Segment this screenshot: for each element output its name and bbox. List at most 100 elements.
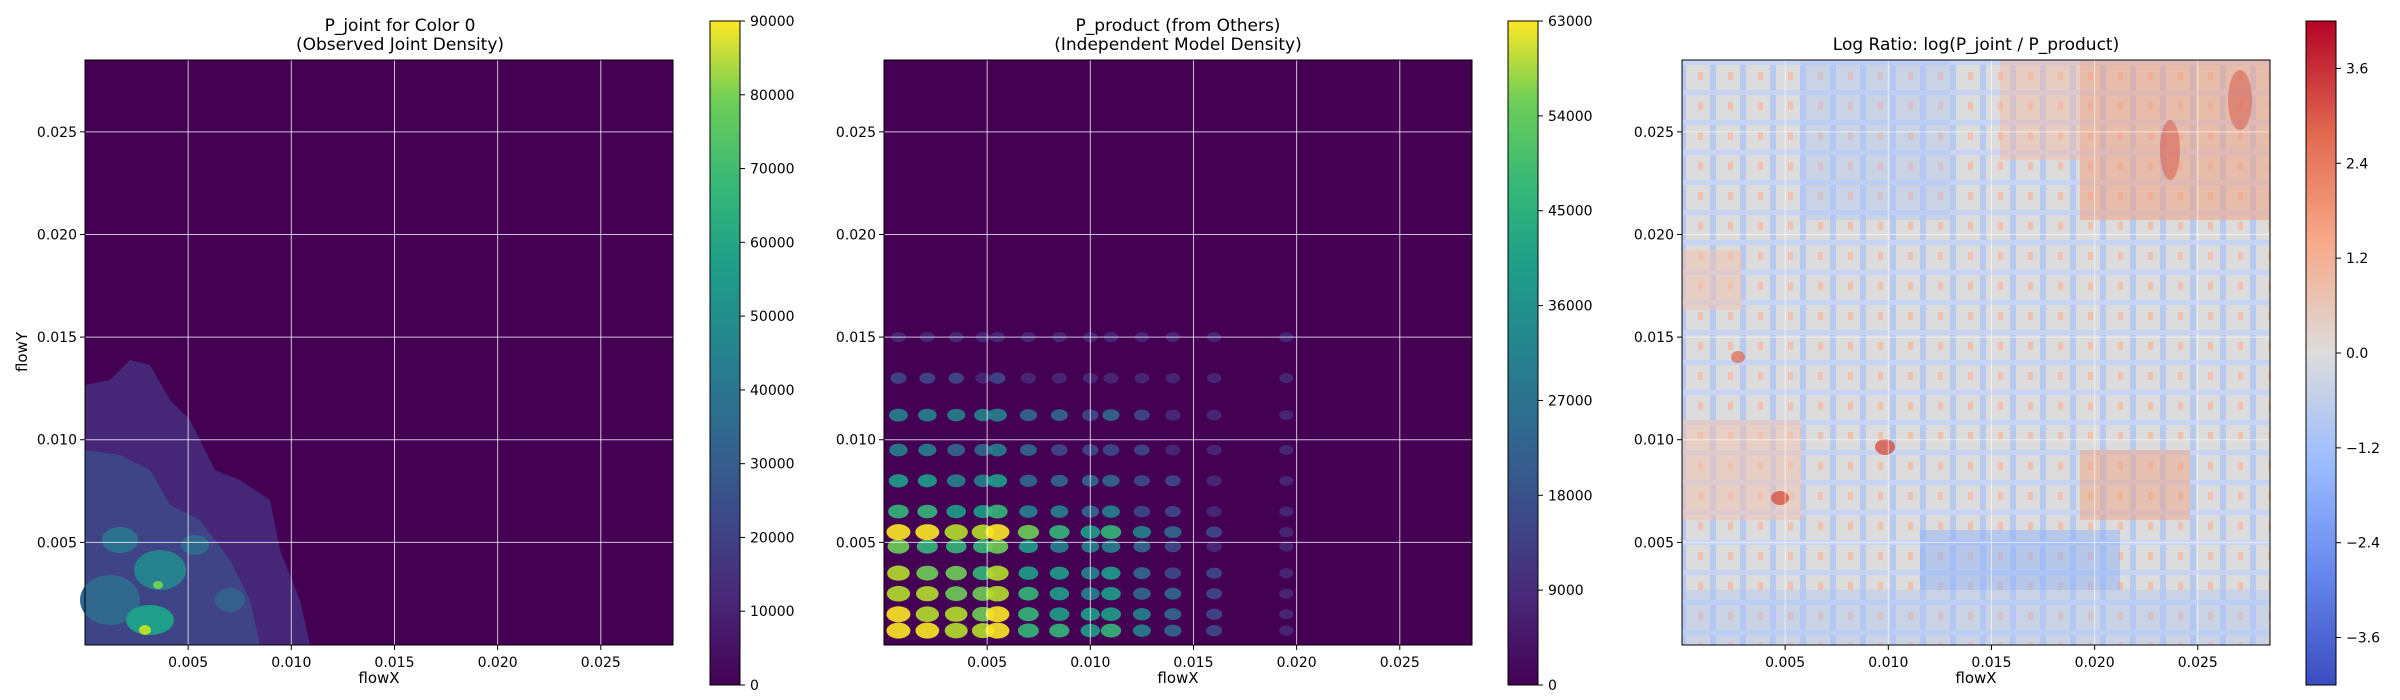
density-cell [985, 524, 1010, 541]
density-cell [1206, 373, 1222, 384]
density-cell [919, 372, 936, 384]
density-cell [917, 504, 938, 519]
density-cell [947, 443, 966, 457]
colorbar-tick-label: 0 [1548, 678, 1557, 694]
colorbar-tick-label: 90000 [750, 14, 795, 30]
panel-title-line1: P_product (from Others) [1076, 16, 1281, 36]
density-cell [1206, 475, 1222, 487]
positive-peak [1731, 351, 1745, 363]
density-cell [1132, 608, 1151, 621]
panel-product-density: P_product (from Others) (Independent Mod… [836, 14, 1593, 694]
density-cell [1019, 505, 1038, 518]
density-cell [889, 443, 908, 457]
density-cell [1018, 539, 1039, 554]
plot-frame [883, 59, 1473, 646]
density-cell [1017, 623, 1039, 638]
density-cell [1049, 607, 1070, 622]
density-cell [1279, 609, 1294, 620]
y-tick-label: 0.015 [836, 330, 876, 346]
density-cell [1164, 475, 1181, 487]
y-tick-label: 0.005 [836, 535, 876, 551]
y-axis-ticks: 0.005 0.010 0.015 0.020 0.025 [1634, 125, 1682, 551]
negative-region [1920, 530, 2120, 590]
x-tick-label: 0.015 [1971, 655, 2011, 671]
y-tick-label: 0.025 [1634, 125, 1674, 141]
colorbar [709, 20, 741, 686]
x-tick-label: 0.020 [2075, 655, 2115, 671]
density-cell [1279, 410, 1294, 421]
colorbar-tick-label: −2.4 [2346, 536, 2380, 552]
density-cell [1133, 567, 1151, 580]
density-cell [944, 622, 968, 639]
density-cell [1019, 409, 1038, 422]
density-cell [989, 372, 1006, 384]
positive-region [1682, 420, 1802, 520]
positive-peak [2160, 120, 2180, 180]
density-cell [1133, 475, 1150, 487]
density-cell [944, 606, 968, 622]
density-cell [1102, 444, 1120, 456]
x-axis-label: flowX [1157, 669, 1198, 687]
density-blob [80, 575, 140, 625]
panel-joint-density: P_joint for Color 0 (Observed Joint Dens… [13, 14, 795, 694]
negative-region [1682, 590, 2270, 645]
x-tick-label: 0.015 [374, 655, 414, 671]
colorbar-tick-label: −3.6 [2346, 631, 2380, 647]
density-cell [918, 408, 937, 422]
density-cell [886, 622, 911, 639]
x-axis-label: flowX [1955, 669, 1996, 687]
density-cell [1164, 540, 1182, 553]
density-cell [1164, 608, 1182, 621]
grid-lines [884, 60, 1472, 645]
density-cell [1164, 624, 1182, 637]
density-cell [1133, 505, 1151, 518]
x-tick-label: 0.020 [478, 655, 518, 671]
density-cell [1279, 475, 1294, 486]
density-cell [1206, 588, 1223, 600]
density-cell [1206, 567, 1223, 579]
colorbar-tick-label: 2.4 [2346, 156, 2368, 172]
y-tick-label: 0.015 [37, 330, 77, 346]
density-cell [1206, 624, 1223, 637]
x-tick-label: 0.020 [1277, 655, 1317, 671]
plot-frame [1681, 59, 2271, 646]
density-cell [1101, 586, 1121, 601]
panel-title: Log Ratio: log(P_joint / P_product) [1833, 35, 2119, 55]
density-cell [1020, 372, 1037, 384]
x-axis-ticks: 0.005 0.010 0.015 0.020 0.025 [967, 645, 1420, 671]
grid-lines [1682, 60, 2270, 645]
density-blob [215, 588, 245, 612]
density-cell [1101, 505, 1120, 518]
plot-frame [84, 59, 674, 646]
density-cell [1019, 444, 1037, 456]
x-tick-label: 0.025 [1380, 655, 1420, 671]
density-cell [887, 565, 910, 581]
density-cell [1100, 607, 1121, 622]
density-cell [1050, 505, 1069, 518]
density-cell [1019, 474, 1038, 487]
density-cell [975, 372, 991, 384]
y-tick-label: 0.025 [37, 125, 77, 141]
density-cell [1165, 444, 1181, 456]
density-cell [987, 474, 1008, 488]
density-cell [1100, 623, 1122, 638]
y-tick-label: 0.010 [37, 433, 77, 449]
colorbar-tick-label: 63000 [1548, 14, 1593, 30]
colorbar-tick-label: −1.2 [2346, 441, 2380, 457]
y-tick-label: 0.020 [1634, 227, 1674, 243]
density-cell [888, 474, 909, 488]
density-cell [1101, 540, 1121, 553]
density-cell [1018, 607, 1039, 622]
density-cell [1279, 444, 1294, 456]
density-cell [1101, 566, 1121, 580]
y-tick-label: 0.025 [836, 125, 876, 141]
x-tick-label: 0.025 [2178, 655, 2218, 671]
x-tick-label: 0.005 [967, 655, 1007, 671]
density-cell [988, 408, 1007, 422]
density-cell [1133, 587, 1151, 600]
density-cell [973, 505, 993, 519]
panel-title-line1: P_joint for Color 0 [325, 16, 476, 36]
density-cell [1279, 568, 1294, 579]
density-cell [946, 474, 966, 488]
density-cell [1206, 444, 1222, 456]
